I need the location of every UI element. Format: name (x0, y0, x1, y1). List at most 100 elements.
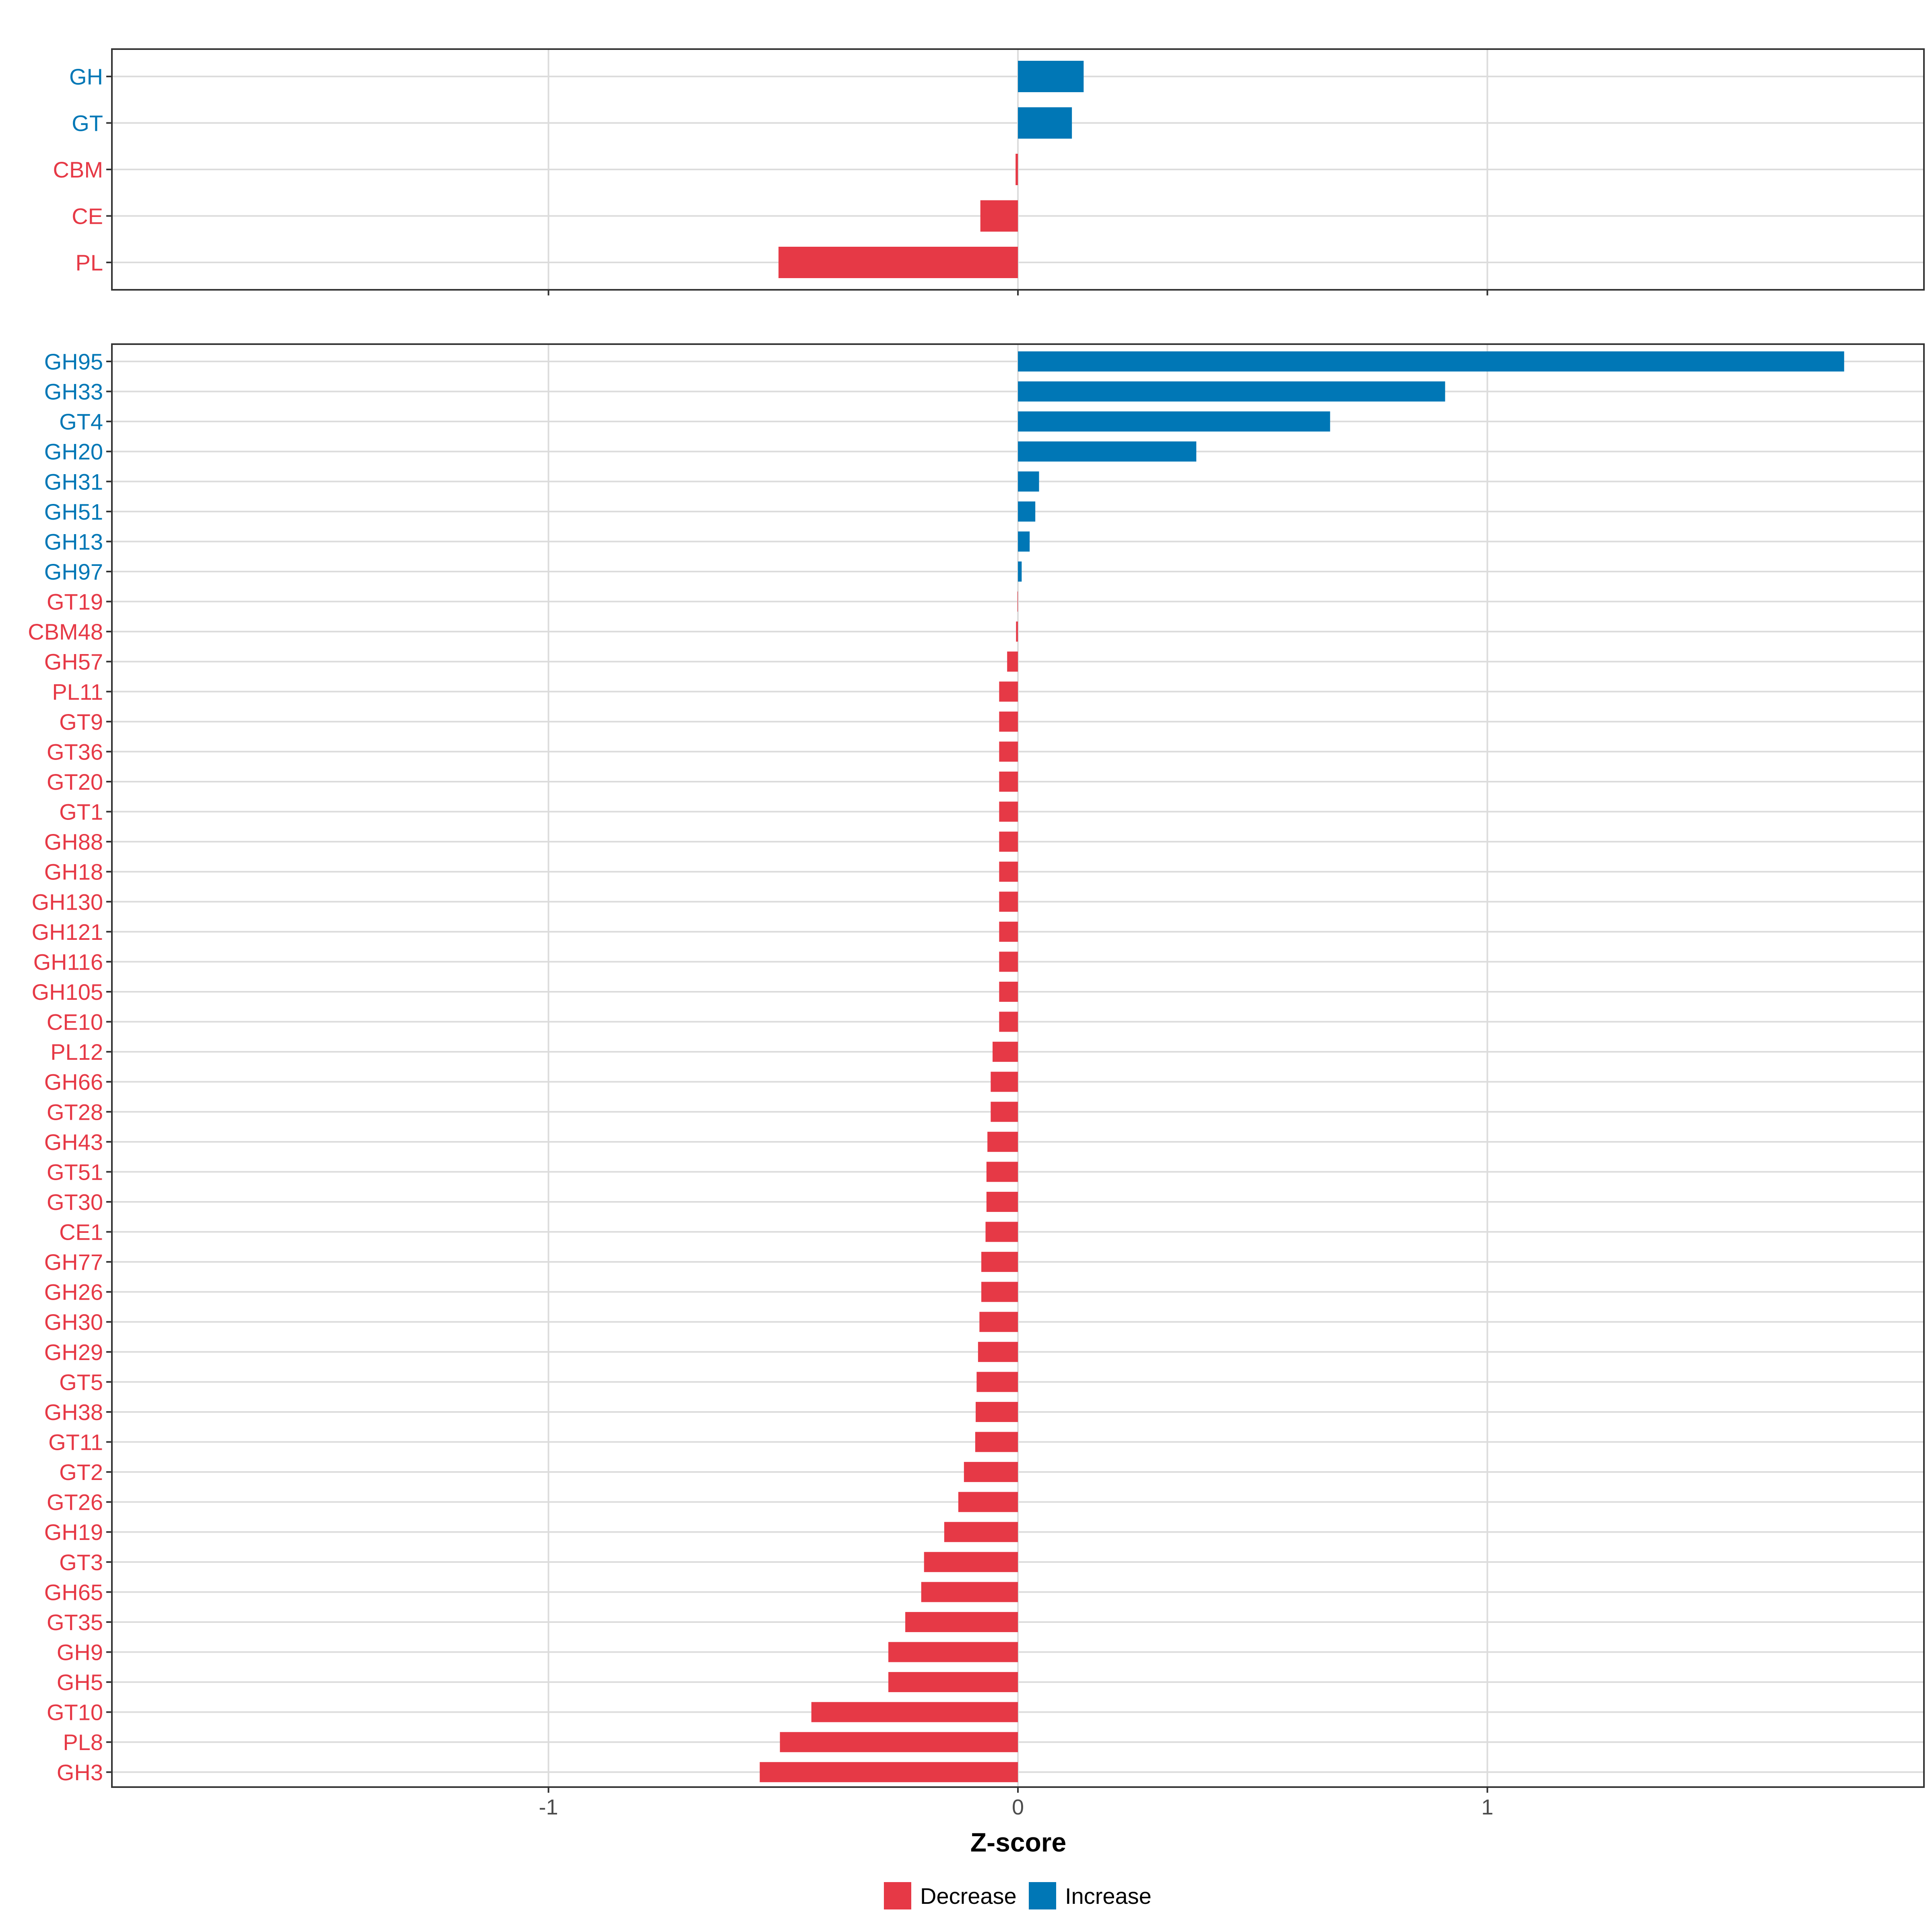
legend-key-decrease (884, 1882, 911, 1909)
y-tick-label-pl8: PL8 (63, 1730, 103, 1755)
bar-gh20 (1018, 441, 1197, 462)
y-tick-label-gh5: GH5 (57, 1670, 103, 1695)
bar-gh18 (999, 861, 1018, 882)
y-tick-label-gh9: GH9 (57, 1640, 103, 1665)
y-tick-label-gh18: GH18 (44, 859, 103, 885)
bar-gt10 (811, 1702, 1018, 1722)
bar-gt (1018, 107, 1072, 139)
bar-cbm (1016, 154, 1018, 185)
y-tick-label-gh51: GH51 (44, 499, 103, 524)
y-tick-label-gt28: GT28 (47, 1099, 103, 1125)
bar-pl (778, 247, 1018, 278)
x-tick-label: 0 (1012, 1795, 1024, 1819)
bar-gh29 (978, 1342, 1018, 1362)
y-tick-label-gt11: GT11 (48, 1430, 103, 1455)
bar-gh13 (1018, 531, 1030, 552)
y-tick-label-gt2: GT2 (59, 1459, 103, 1485)
y-tick-label-gt19: GT19 (47, 589, 103, 615)
bar-gh57 (1007, 651, 1018, 672)
y-tick-label-gh77: GH77 (44, 1249, 103, 1275)
bar-gt30 (986, 1191, 1018, 1212)
bar-gt26 (958, 1492, 1018, 1512)
bar-gh43 (987, 1131, 1018, 1152)
y-tick-label-ce: CE (72, 204, 103, 229)
y-tick-label-ce10: CE10 (47, 1009, 103, 1035)
y-tick-label-gh97: GH97 (44, 559, 103, 584)
y-tick-label-gh121: GH121 (32, 919, 103, 945)
y-tick-label-gt30: GT30 (47, 1189, 103, 1215)
bar-gt20 (999, 771, 1018, 792)
bar-gh97 (1018, 561, 1022, 582)
legend-label-decrease: Decrease (920, 1883, 1017, 1909)
bar-gt1 (999, 801, 1018, 822)
y-tick-label-gh116: GH116 (33, 949, 103, 974)
y-tick-label-gh95: GH95 (44, 349, 103, 374)
y-tick-label-pl12: PL12 (50, 1039, 103, 1065)
y-tick-label-gt10: GT10 (47, 1700, 103, 1725)
bar-gh38 (976, 1402, 1018, 1422)
y-tick-label-pl11: PL11 (52, 679, 103, 704)
bar-gt28 (991, 1102, 1018, 1122)
y-tick-label-gt51: GT51 (47, 1159, 103, 1185)
bar-cbm48 (1016, 621, 1018, 642)
bar-gh116 (999, 952, 1018, 972)
y-tick-label-gt3: GT3 (59, 1550, 103, 1575)
legend: Decrease Increase (884, 1882, 1152, 1909)
y-tick-label-gh29: GH29 (44, 1340, 103, 1365)
y-tick-label-pl: PL (76, 250, 103, 275)
y-tick-label-gh13: GH13 (44, 529, 103, 554)
y-tick-label-cbm48: CBM48 (28, 619, 103, 644)
bar-gh3 (760, 1762, 1018, 1782)
bar-pl11 (999, 681, 1018, 702)
y-tick-label-gt9: GT9 (59, 709, 103, 735)
bar-gh65 (921, 1582, 1018, 1602)
bar-gh77 (981, 1252, 1018, 1272)
y-tick-label-gh3: GH3 (57, 1760, 103, 1785)
bar-gh95 (1018, 351, 1844, 372)
y-tick-label-gh43: GH43 (44, 1129, 103, 1155)
bar-gh105 (999, 981, 1018, 1002)
y-tick-label-gh38: GH38 (44, 1399, 103, 1425)
top-panel: GH GT CBM CE PL (53, 48, 1925, 295)
y-tick-label-gt4: GT4 (59, 409, 103, 434)
y-tick-label-gh19: GH19 (44, 1519, 103, 1545)
y-tick-label-gh57: GH57 (44, 649, 103, 675)
x-tick-label: -1 (539, 1795, 558, 1819)
x-axis-title: Z-score (970, 1827, 1066, 1857)
y-tick-label-gh26: GH26 (44, 1280, 103, 1305)
y-tick-label-gh65: GH65 (44, 1579, 103, 1605)
bar-gh66 (991, 1071, 1018, 1092)
bar-gh33 (1018, 381, 1445, 402)
y-tick-label-gt1: GT1 (59, 799, 103, 825)
y-tick-label-gt35: GT35 (47, 1610, 103, 1635)
y-tick-label-gt36: GT36 (47, 739, 103, 764)
y-tick-label-gt20: GT20 (47, 769, 103, 795)
bar-gh9 (888, 1642, 1018, 1662)
bar-gt51 (986, 1162, 1018, 1182)
y-tick-label-gt: GT (72, 111, 103, 136)
bar-gt4 (1018, 411, 1330, 432)
y-tick-label-gh66: GH66 (44, 1069, 103, 1095)
legend-key-increase (1029, 1882, 1056, 1909)
bar-gt2 (964, 1462, 1018, 1482)
bar-gt35 (905, 1612, 1018, 1632)
y-tick-label-cbm: CBM (53, 157, 103, 182)
y-tick-label-gh33: GH33 (44, 379, 103, 405)
y-tick-label-gh105: GH105 (32, 979, 103, 1005)
bar-gh130 (999, 892, 1018, 912)
y-tick-label-gh88: GH88 (44, 829, 103, 855)
y-tick-label-gh130: GH130 (32, 889, 103, 914)
bar-ce1 (985, 1222, 1018, 1242)
y-tick-label-gh20: GH20 (44, 439, 103, 464)
bar-gh88 (999, 832, 1018, 852)
x-tick-label: 1 (1481, 1795, 1493, 1819)
bar-gt3 (924, 1552, 1018, 1572)
x-axis: -1 0 1 (539, 1795, 1494, 1819)
bar-gt5 (976, 1372, 1018, 1392)
bar-gh (1018, 61, 1084, 92)
bar-gt11 (975, 1432, 1018, 1452)
bar-pl12 (993, 1042, 1018, 1062)
y-tick-label-gt5: GT5 (59, 1369, 103, 1395)
bar-ce (980, 200, 1018, 232)
